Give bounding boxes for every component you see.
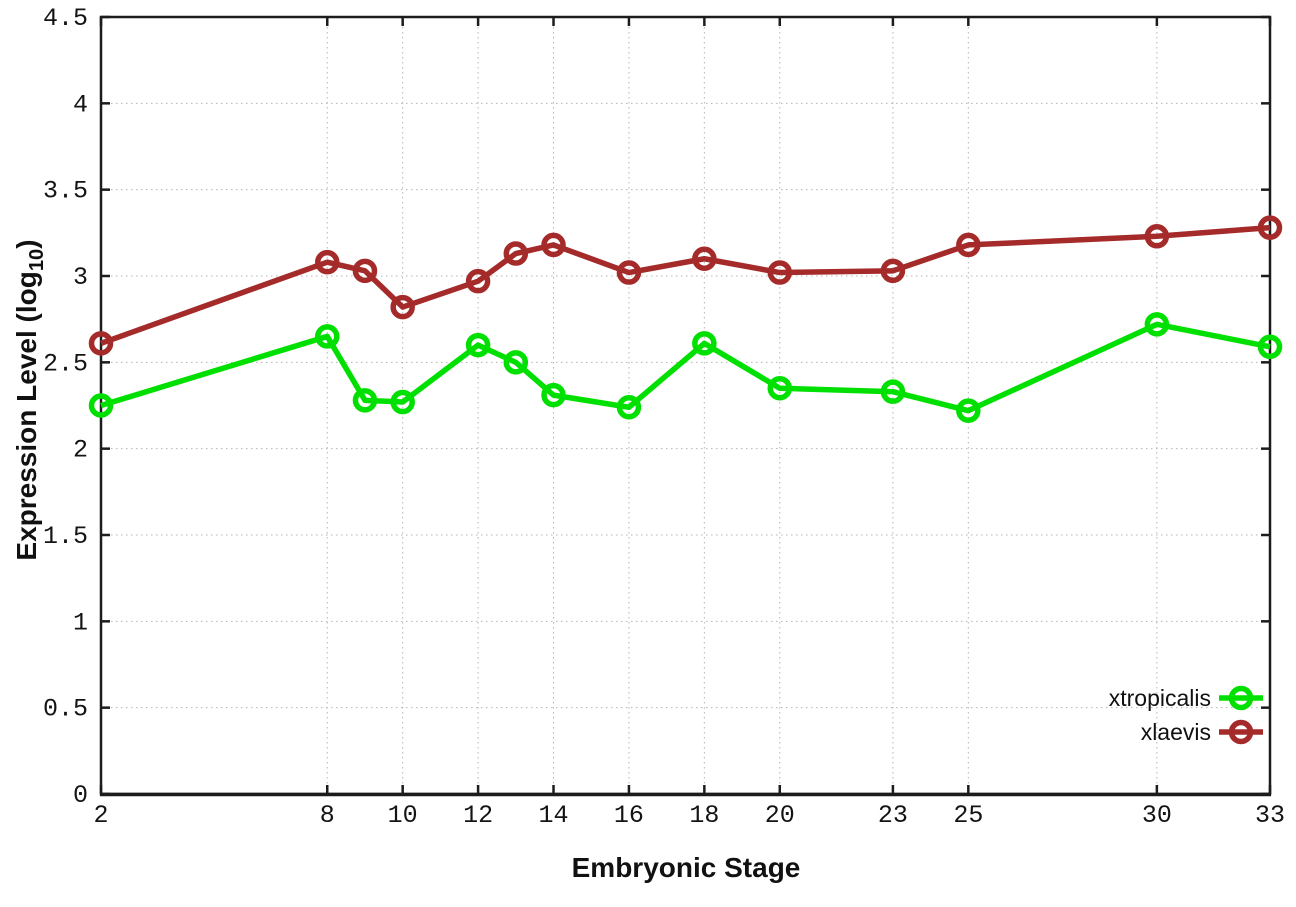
y-tick-label: 0.5	[43, 695, 88, 724]
data-point-xlaevis	[390, 294, 415, 320]
x-tick-label: 8	[320, 801, 335, 830]
data-point-xtropicalis	[541, 382, 566, 408]
data-point-xtropicalis	[465, 332, 491, 358]
legend-marker-icon	[1228, 685, 1254, 711]
data-point-xtropicalis	[1144, 312, 1170, 337]
data-point-xlaevis	[767, 260, 793, 285]
y-tick-label: 3	[73, 263, 88, 292]
x-tick-label: 12	[463, 801, 493, 830]
data-point-xlaevis	[1144, 224, 1170, 249]
x-tick-label: 14	[539, 801, 569, 830]
data-point-xlaevis	[352, 258, 378, 284]
series-line-xlaevis	[100, 224, 1271, 346]
data-point-xtropicalis	[88, 393, 114, 418]
x-tick-label: 2	[93, 801, 108, 830]
x-tick-label: 10	[388, 801, 418, 830]
y-axis-title-text: Expression Level (log	[11, 271, 43, 561]
legend-marker-icon	[1228, 719, 1254, 745]
data-point-xlaevis	[88, 331, 114, 356]
data-point-xlaevis	[692, 246, 717, 271]
data-point-xtropicalis	[352, 388, 378, 413]
data-point-xlaevis	[465, 268, 491, 294]
y-tick-label: 0	[73, 781, 88, 810]
x-tick-label: 23	[878, 801, 908, 830]
data-point-xlaevis	[616, 260, 642, 285]
data-point-xlaevis	[315, 249, 340, 275]
data-point-xtropicalis	[692, 331, 717, 356]
y-tick-label: 1.5	[43, 522, 88, 551]
series-line-xtropicalis	[100, 321, 1271, 414]
x-tick-label: 18	[689, 801, 719, 830]
y-tick-label: 3.5	[43, 177, 88, 206]
x-tick-label: 20	[765, 801, 795, 830]
x-tick-label: 25	[953, 801, 983, 830]
x-axis-title: Embryonic Stage	[571, 852, 801, 883]
y-tick-label: 4	[73, 90, 88, 119]
y-tick-label: 2	[73, 436, 88, 465]
y-tick-label: 4.5	[43, 4, 88, 33]
data-point-xtropicalis	[956, 398, 981, 423]
data-point-xtropicalis	[1257, 334, 1283, 360]
data-point-xlaevis	[956, 232, 981, 258]
x-tick-label: 16	[614, 801, 644, 830]
legend-label-xlaevis: xlaevis	[1141, 719, 1211, 745]
y-axis-title-suffix: )	[11, 239, 43, 249]
data-point-xtropicalis	[315, 324, 340, 349]
data-point-xlaevis	[880, 258, 906, 284]
y-axis-title-subscript: 10	[25, 248, 48, 272]
legend-label-xtropicalis: xtropicalis	[1109, 685, 1211, 711]
data-point-xlaevis	[541, 232, 566, 258]
y-axis-title: Expression Level (log10)	[11, 239, 49, 560]
data-point-xtropicalis	[767, 375, 793, 401]
y-tick-label: 1	[73, 608, 88, 637]
x-tick-label: 30	[1142, 801, 1172, 830]
data-point-xtropicalis	[616, 394, 642, 420]
x-tick-label: 33	[1255, 801, 1285, 830]
data-point-xlaevis	[1257, 215, 1283, 240]
data-point-xtropicalis	[390, 389, 415, 415]
data-point-xtropicalis	[503, 350, 529, 375]
data-point-xtropicalis	[880, 379, 906, 404]
y-tick-label: 2.5	[43, 349, 88, 378]
plot-border	[99, 15, 1272, 796]
data-point-xlaevis	[503, 241, 529, 266]
